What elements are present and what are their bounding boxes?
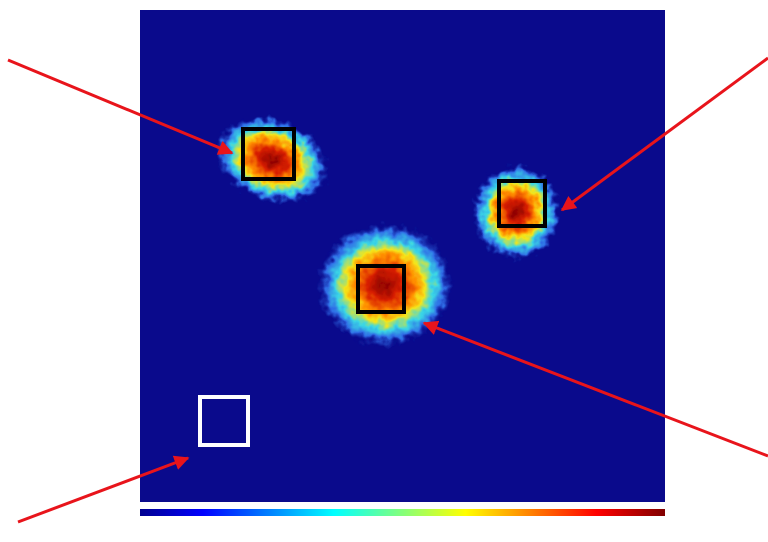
arrows [7,56,768,524]
hotspot [472,164,560,260]
arrow [560,56,768,212]
arrow [17,455,190,524]
background-box [198,395,250,447]
arrow [422,320,768,458]
arrow [7,58,234,155]
roi-box [356,264,406,314]
roi-box [241,127,296,181]
colorbar [140,509,665,516]
hotspot [317,223,453,347]
roi-box [497,179,547,228]
hotspots [215,115,560,347]
